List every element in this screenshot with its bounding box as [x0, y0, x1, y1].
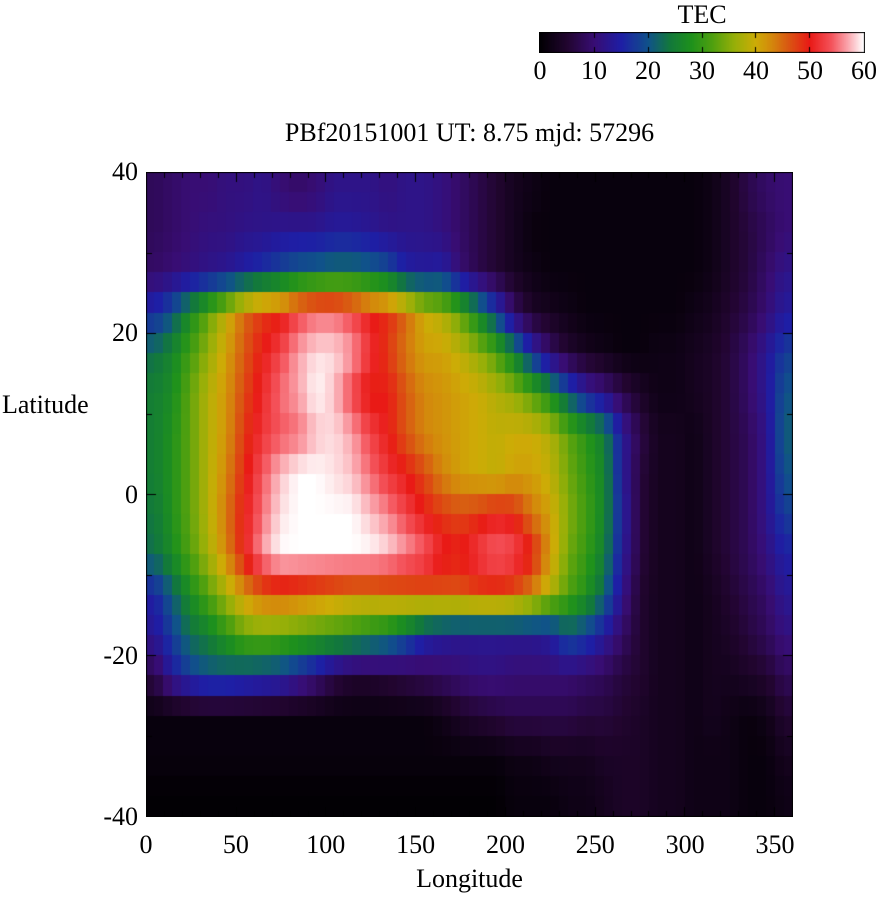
x-axis-tick-labels: 0 50 100 150 200 250 300 350: [0, 830, 878, 862]
colorbar-tick-label: 40: [743, 56, 769, 85]
x-tick-label: 50: [222, 830, 249, 859]
colorbar-tick-label: 0: [533, 56, 547, 85]
colorbar-tick-label: 50: [797, 56, 823, 85]
x-axis-label: Longitude: [416, 864, 523, 893]
x-tick-label: 100: [306, 830, 346, 859]
y-tick-label: -40: [103, 802, 138, 831]
colorbar-tick-labels: 0 10 20 30 40 50 60: [534, 56, 878, 86]
y-axis-label: Latitude: [2, 390, 89, 419]
x-tick-label: 200: [485, 830, 525, 859]
x-tick-label: 350: [755, 830, 795, 859]
y-tick-label: 40: [112, 157, 138, 186]
y-axis-tick-labels: 40 20 0 -20 -40: [40, 0, 138, 900]
colorbar: [539, 32, 865, 53]
x-tick-label: 0: [139, 830, 153, 859]
colorbar-tick-label: 20: [635, 56, 661, 85]
heatmap-canvas: [146, 172, 793, 817]
colorbar-gradient: [539, 32, 865, 53]
colorbar-tick-label: 30: [689, 56, 715, 85]
colorbar-tick-label: 10: [581, 56, 607, 85]
colorbar-tick-label: 60: [851, 56, 877, 85]
x-tick-label: 150: [396, 830, 436, 859]
colorbar-title: TEC: [677, 0, 727, 29]
plot-title: PBf20151001 UT: 8.75 mjd: 57296: [284, 118, 655, 147]
y-tick-label: 20: [112, 318, 138, 348]
y-tick-label: -20: [103, 640, 138, 670]
heatmap-plot-area: [146, 172, 793, 817]
x-tick-label: 250: [575, 830, 615, 859]
x-tick-label: 300: [665, 830, 705, 859]
y-tick-label: 0: [125, 479, 138, 509]
